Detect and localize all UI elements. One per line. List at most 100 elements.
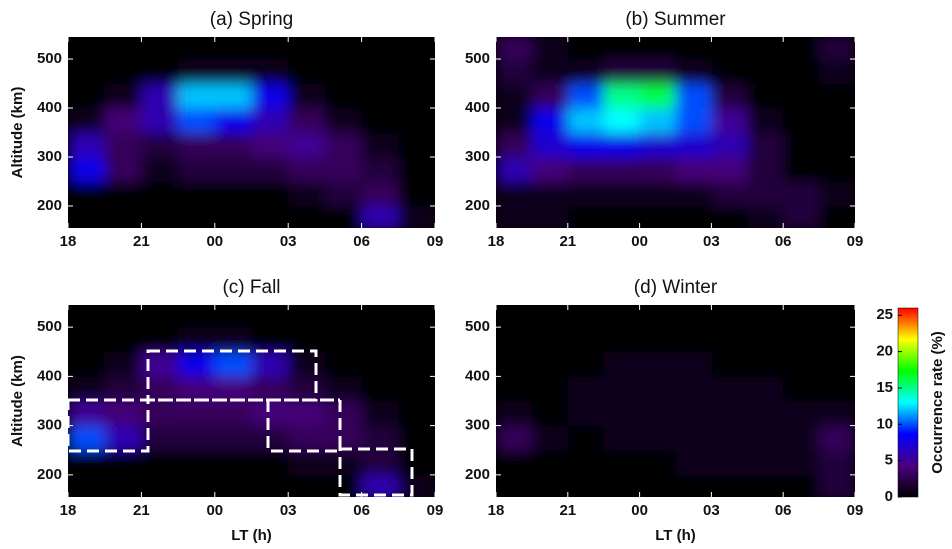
heat-cell [68, 181, 106, 207]
heat-cell [361, 450, 399, 476]
heat-cell [819, 83, 855, 109]
heat-cell [783, 132, 820, 158]
heat-cell [251, 108, 289, 133]
heat-cell [178, 327, 216, 353]
heat-cell [398, 37, 435, 60]
heat-cell [747, 205, 784, 228]
heat-cell [288, 425, 326, 451]
x-tick-label: 06 [353, 233, 370, 250]
heat-cell [361, 205, 399, 228]
heat-cell [398, 425, 435, 451]
heat-cell [567, 425, 605, 451]
heat-cell [639, 156, 676, 182]
heat-cell [398, 108, 435, 133]
heat-cell [711, 83, 748, 109]
heat-cell [747, 83, 784, 109]
heat-cell [361, 376, 399, 402]
heat-cell [747, 132, 784, 158]
cells [496, 37, 855, 228]
heat-cell [567, 205, 605, 228]
y-tick-label: 200 [37, 197, 62, 214]
heat-cell [141, 474, 179, 497]
heat-cell [141, 83, 179, 109]
x-tick-label: 00 [631, 502, 648, 519]
heat-cell [747, 450, 784, 476]
heat-cell [68, 108, 106, 133]
heat-cell [398, 401, 435, 427]
heat-cell [603, 59, 641, 85]
heat-cell [288, 59, 326, 85]
y-tick-label: 400 [465, 367, 490, 384]
heat-cell [603, 327, 641, 353]
x-tick-label: 18 [60, 502, 77, 519]
heat-cell [288, 132, 326, 158]
heat-cell [531, 59, 569, 85]
cells [496, 305, 855, 497]
heat-cell [324, 474, 363, 497]
heat-cell [398, 83, 435, 109]
heat-cell [141, 59, 179, 85]
heat-cell [398, 59, 435, 85]
heat-cell [251, 327, 289, 353]
x-tick-label: 03 [703, 502, 720, 519]
heat-cell [783, 108, 820, 133]
heat-cell [639, 376, 676, 402]
heat-cell [783, 37, 820, 60]
heat-cell [251, 59, 289, 85]
heat-cell [496, 401, 533, 427]
heat-cell [603, 181, 641, 207]
heat-cell [361, 327, 399, 353]
y-tick-label: 200 [465, 466, 490, 483]
heat-cell [324, 83, 363, 109]
heat-cell [783, 59, 820, 85]
heat-cell [675, 351, 712, 377]
heat-cell [214, 205, 252, 228]
heat-cell [747, 425, 784, 451]
heat-cell [361, 181, 399, 207]
y-tick-label: 300 [465, 417, 490, 434]
heat-cell [603, 351, 641, 377]
colorbar-tick-label: 15 [876, 379, 893, 396]
heat-cell [747, 108, 784, 133]
heat-cell [214, 156, 252, 182]
heat-cell [819, 205, 855, 228]
heat-cell [603, 401, 641, 427]
heat-cell [819, 351, 855, 377]
heat-cell [603, 108, 641, 133]
heat-cell [819, 181, 855, 207]
heat-cell [324, 327, 363, 353]
heat-cell [68, 401, 106, 427]
heat-cell [675, 327, 712, 353]
colorbar-tick-label: 5 [885, 452, 893, 469]
dashed-box [338, 447, 414, 497]
cells [68, 37, 435, 228]
heat-cell [567, 474, 605, 497]
heat-cell [531, 181, 569, 207]
y-axis-label: Altitude (km) [9, 355, 26, 447]
heat-cell [251, 205, 289, 228]
heat-cell [531, 376, 569, 402]
heat-cell [288, 205, 326, 228]
heat-cell [178, 156, 216, 182]
heat-cell [711, 474, 748, 497]
heat-cell [398, 376, 435, 402]
heat-cell [251, 156, 289, 182]
heat-cell [675, 305, 712, 328]
heat-cell [531, 205, 569, 228]
heat-cell [361, 305, 399, 328]
x-tick-label: 06 [775, 502, 792, 519]
heat-cell [214, 83, 252, 109]
heat-cell [783, 351, 820, 377]
x-tick-label: 18 [488, 502, 505, 519]
heat-cell [496, 305, 533, 328]
heat-cell [603, 425, 641, 451]
heat-cell [783, 327, 820, 353]
heat-cell [711, 305, 748, 328]
x-tick-label: 06 [775, 233, 792, 250]
heat-cell [496, 351, 533, 377]
colorbar [897, 307, 919, 498]
heat-cell [214, 305, 252, 328]
heat-cell [711, 327, 748, 353]
heat-cell [603, 37, 641, 60]
